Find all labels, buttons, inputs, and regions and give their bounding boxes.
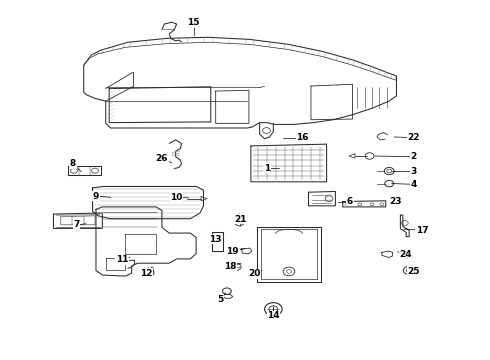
Text: 6: 6 [347, 197, 353, 206]
Text: 1: 1 [264, 164, 270, 173]
Text: 18: 18 [224, 262, 237, 271]
Text: 22: 22 [407, 133, 420, 142]
Text: 11: 11 [116, 255, 128, 264]
Text: 15: 15 [188, 18, 200, 27]
Text: 19: 19 [226, 247, 239, 256]
Text: 25: 25 [407, 267, 420, 276]
Text: 24: 24 [399, 250, 412, 259]
Text: 16: 16 [296, 133, 309, 142]
Text: 2: 2 [411, 152, 416, 161]
Text: 8: 8 [70, 159, 76, 168]
Text: 3: 3 [411, 167, 416, 176]
Text: 17: 17 [416, 226, 428, 235]
Text: 13: 13 [209, 235, 222, 244]
Text: 5: 5 [218, 294, 224, 303]
Text: 9: 9 [93, 192, 99, 201]
Text: 23: 23 [389, 197, 402, 206]
Text: 7: 7 [73, 220, 79, 229]
Text: 14: 14 [267, 311, 280, 320]
Text: 12: 12 [140, 269, 152, 278]
Text: 4: 4 [411, 180, 417, 189]
Text: 20: 20 [248, 269, 261, 278]
Text: 10: 10 [171, 193, 183, 202]
Text: 21: 21 [234, 215, 246, 224]
Text: 26: 26 [156, 154, 168, 163]
